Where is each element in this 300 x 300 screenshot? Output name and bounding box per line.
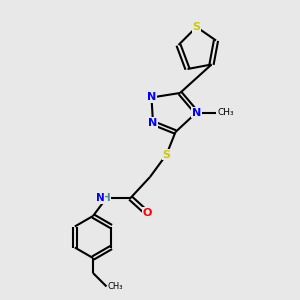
Text: N: N <box>192 107 201 118</box>
Text: N: N <box>148 118 158 128</box>
Text: H: H <box>102 193 111 203</box>
Text: CH₃: CH₃ <box>218 108 234 117</box>
Text: CH₃: CH₃ <box>108 282 124 291</box>
Text: O: O <box>142 208 152 218</box>
Text: S: S <box>193 22 200 32</box>
Text: S: S <box>163 149 170 160</box>
Text: N: N <box>147 92 156 103</box>
Text: N: N <box>95 193 104 203</box>
